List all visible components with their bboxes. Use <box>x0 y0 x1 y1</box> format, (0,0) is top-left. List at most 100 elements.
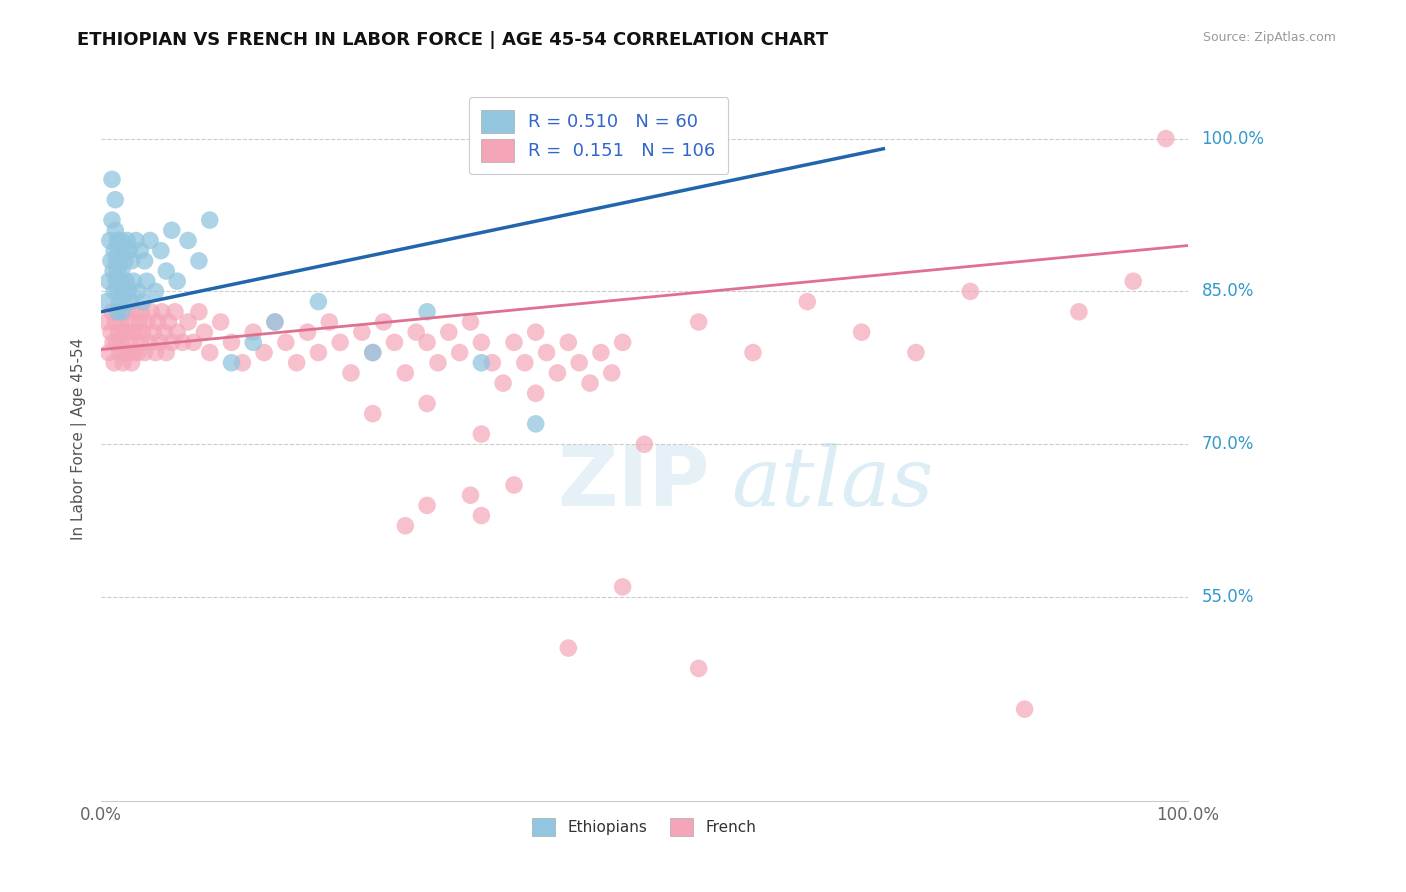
Point <box>103 356 125 370</box>
Point <box>110 315 132 329</box>
Point <box>274 335 297 350</box>
Point <box>163 305 186 319</box>
Point <box>107 325 129 339</box>
Point <box>589 345 612 359</box>
Point <box>177 315 200 329</box>
Point <box>117 285 139 299</box>
Point <box>221 335 243 350</box>
Point <box>107 285 129 299</box>
Point <box>107 305 129 319</box>
Text: ZIP: ZIP <box>557 442 710 523</box>
Point <box>111 285 134 299</box>
Point <box>1122 274 1144 288</box>
Point <box>329 335 352 350</box>
Point <box>796 294 818 309</box>
Point <box>198 345 221 359</box>
Point <box>416 499 439 513</box>
Point <box>416 396 439 410</box>
Point <box>104 315 127 329</box>
Point <box>221 356 243 370</box>
Point <box>108 253 131 268</box>
Point <box>264 315 287 329</box>
Point <box>115 305 138 319</box>
Point <box>139 305 162 319</box>
Point <box>121 325 143 339</box>
Point <box>524 325 547 339</box>
Point <box>125 325 148 339</box>
Point <box>122 274 145 288</box>
Point <box>470 356 492 370</box>
Point <box>373 315 395 329</box>
Point <box>612 580 634 594</box>
Text: atlas: atlas <box>731 442 934 523</box>
Point <box>1014 702 1036 716</box>
Point <box>131 305 153 319</box>
Point <box>524 417 547 431</box>
Point <box>125 234 148 248</box>
Point <box>187 305 209 319</box>
Point <box>110 274 132 288</box>
Point <box>416 335 439 350</box>
Point <box>242 335 264 350</box>
Point <box>470 508 492 523</box>
Point <box>98 234 121 248</box>
Point <box>114 253 136 268</box>
Point <box>242 325 264 339</box>
Point <box>742 345 765 359</box>
Point <box>157 315 180 329</box>
Point <box>121 253 143 268</box>
Point <box>96 315 118 329</box>
Point <box>115 234 138 248</box>
Point <box>209 315 232 329</box>
Point <box>112 294 135 309</box>
Legend: Ethiopians, French: Ethiopians, French <box>524 810 763 844</box>
Point <box>127 285 149 299</box>
Point <box>138 335 160 350</box>
Point <box>122 345 145 359</box>
Point <box>253 345 276 359</box>
Point <box>139 234 162 248</box>
Point <box>568 356 591 370</box>
Point <box>149 244 172 258</box>
Point <box>101 335 124 350</box>
Point <box>470 335 492 350</box>
Point <box>101 305 124 319</box>
Point <box>128 315 150 329</box>
Point <box>1154 131 1177 145</box>
Point <box>449 345 471 359</box>
Point <box>470 152 492 166</box>
Point <box>111 264 134 278</box>
Point <box>361 407 384 421</box>
Point <box>503 142 526 156</box>
Point <box>105 335 128 350</box>
Point <box>166 274 188 288</box>
Point <box>546 366 568 380</box>
Y-axis label: In Labor Force | Age 45-54: In Labor Force | Age 45-54 <box>72 338 87 541</box>
Point <box>503 335 526 350</box>
Point <box>492 376 515 391</box>
Point <box>115 274 138 288</box>
Point <box>155 264 177 278</box>
Point <box>361 345 384 359</box>
Point <box>105 274 128 288</box>
Point <box>142 325 165 339</box>
Point <box>160 223 183 237</box>
Point <box>600 366 623 380</box>
Point <box>340 366 363 380</box>
Point <box>384 335 406 350</box>
Point <box>307 345 329 359</box>
Point <box>503 478 526 492</box>
Point <box>107 244 129 258</box>
Point <box>100 325 122 339</box>
Point <box>160 335 183 350</box>
Point <box>110 234 132 248</box>
Point <box>361 345 384 359</box>
Point <box>101 172 124 186</box>
Point <box>104 193 127 207</box>
Point <box>231 356 253 370</box>
Point <box>118 315 141 329</box>
Point <box>470 427 492 442</box>
Point <box>959 285 981 299</box>
Point <box>121 356 143 370</box>
Point <box>297 325 319 339</box>
